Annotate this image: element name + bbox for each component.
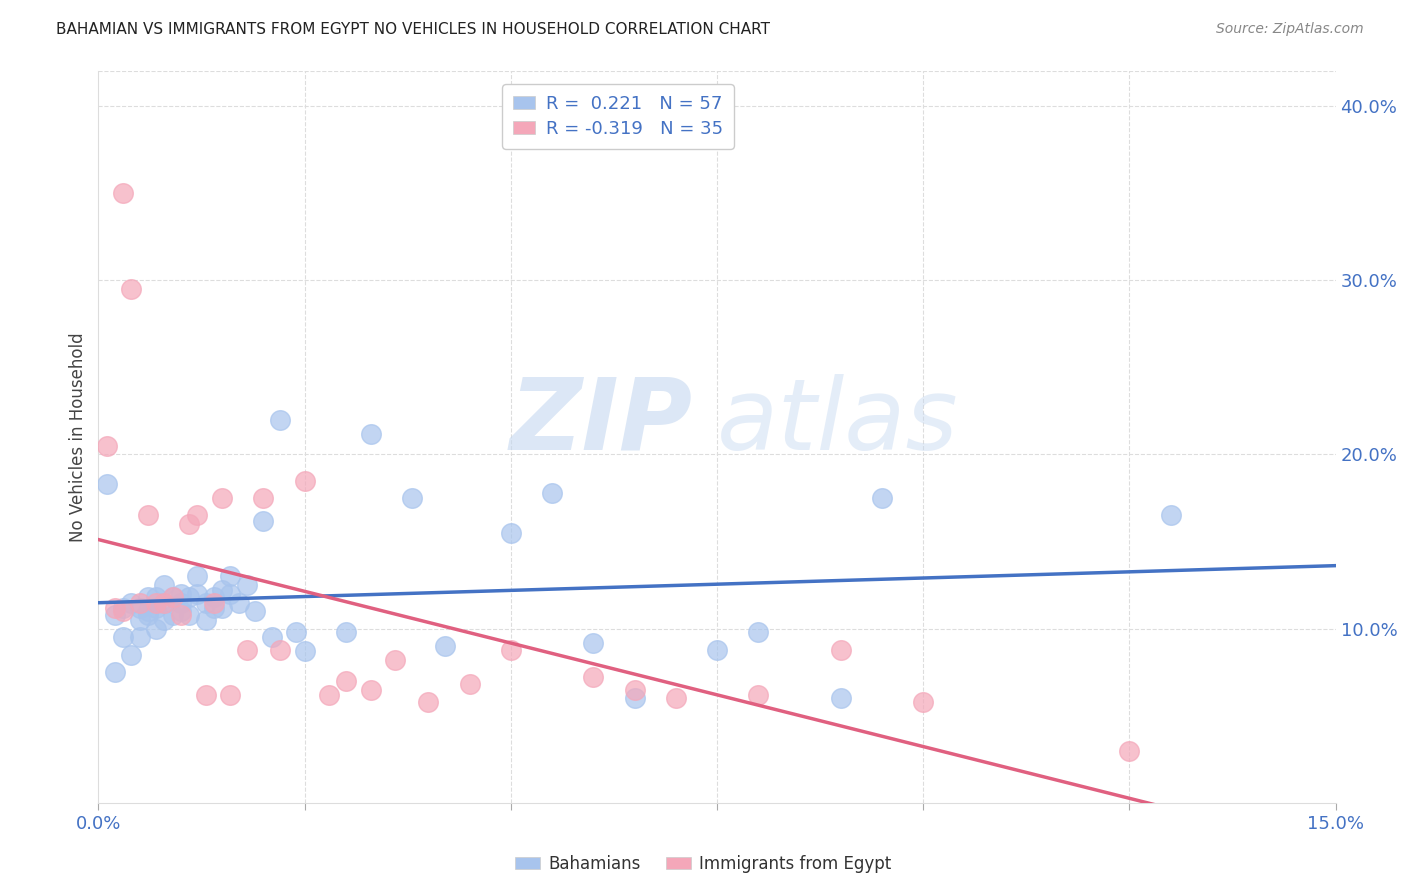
Point [120, 595, 142, 609]
Point [153, 595, 176, 609]
Point [243, 604, 266, 618]
Point [541, 485, 564, 500]
Point [186, 569, 208, 583]
Point [269, 642, 291, 657]
Point [499, 525, 522, 540]
Point [582, 635, 605, 649]
Point [104, 600, 127, 615]
Point [162, 607, 184, 622]
Point [145, 591, 167, 605]
Point [236, 578, 259, 592]
Point [202, 595, 225, 609]
Point [1160, 508, 1182, 523]
Text: ZIP: ZIP [509, 374, 692, 471]
Point [179, 591, 201, 605]
Point [211, 600, 233, 615]
Point [194, 595, 217, 609]
Point [128, 613, 150, 627]
Point [433, 639, 456, 653]
Point [153, 613, 176, 627]
Point [294, 644, 316, 658]
Point [104, 607, 127, 622]
Point [1118, 743, 1140, 757]
Point [96, 439, 118, 453]
Point [120, 648, 142, 662]
Point [186, 587, 208, 601]
Point [236, 642, 259, 657]
Point [219, 569, 242, 583]
Point [252, 491, 274, 505]
Point [219, 587, 242, 601]
Point [458, 677, 481, 691]
Point [401, 491, 423, 505]
Point [194, 688, 217, 702]
Point [269, 412, 291, 426]
Point [582, 670, 605, 684]
Point [228, 595, 250, 609]
Point [112, 600, 135, 615]
Point [870, 491, 893, 505]
Point [136, 508, 159, 523]
Point [211, 583, 233, 598]
Point [170, 604, 193, 618]
Point [418, 695, 440, 709]
Point [145, 622, 167, 636]
Point [706, 642, 728, 657]
Point [830, 691, 852, 706]
Point [128, 631, 150, 645]
Point [623, 691, 645, 706]
Point [260, 631, 283, 645]
Point [179, 517, 201, 532]
Point [104, 665, 127, 680]
Point [360, 682, 382, 697]
Point [252, 514, 274, 528]
Point [499, 642, 522, 657]
Point [128, 595, 150, 609]
Point [202, 591, 225, 605]
Point [294, 474, 316, 488]
Point [170, 595, 193, 609]
Point [162, 591, 184, 605]
Point [153, 578, 176, 592]
Legend: Bahamians, Immigrants from Egypt: Bahamians, Immigrants from Egypt [508, 848, 898, 880]
Point [128, 600, 150, 615]
Point [170, 587, 193, 601]
Point [145, 595, 167, 609]
Point [665, 691, 688, 706]
Point [112, 631, 135, 645]
Point [136, 607, 159, 622]
Point [170, 607, 193, 622]
Point [153, 595, 176, 609]
Point [145, 600, 167, 615]
Point [335, 625, 357, 640]
Text: BAHAMIAN VS IMMIGRANTS FROM EGYPT NO VEHICLES IN HOUSEHOLD CORRELATION CHART: BAHAMIAN VS IMMIGRANTS FROM EGYPT NO VEH… [56, 22, 770, 37]
Point [219, 688, 242, 702]
Point [194, 613, 217, 627]
Text: atlas: atlas [717, 374, 959, 471]
Point [202, 600, 225, 615]
Point [384, 653, 406, 667]
Y-axis label: No Vehicles in Household: No Vehicles in Household [69, 332, 87, 542]
Point [211, 491, 233, 505]
Text: Source: ZipAtlas.com: Source: ZipAtlas.com [1216, 22, 1364, 37]
Point [186, 508, 208, 523]
Point [162, 591, 184, 605]
Point [318, 688, 340, 702]
Point [912, 695, 935, 709]
Point [747, 688, 769, 702]
Point [96, 477, 118, 491]
Point [335, 673, 357, 688]
Point [120, 282, 142, 296]
Point [360, 426, 382, 441]
Point [136, 604, 159, 618]
Point [285, 625, 308, 640]
Point [112, 604, 135, 618]
Point [747, 625, 769, 640]
Point [112, 186, 135, 201]
Point [830, 642, 852, 657]
Point [623, 682, 645, 697]
Legend: R =  0.221   N = 57, R = -0.319   N = 35: R = 0.221 N = 57, R = -0.319 N = 35 [502, 84, 734, 149]
Point [136, 591, 159, 605]
Point [179, 607, 201, 622]
